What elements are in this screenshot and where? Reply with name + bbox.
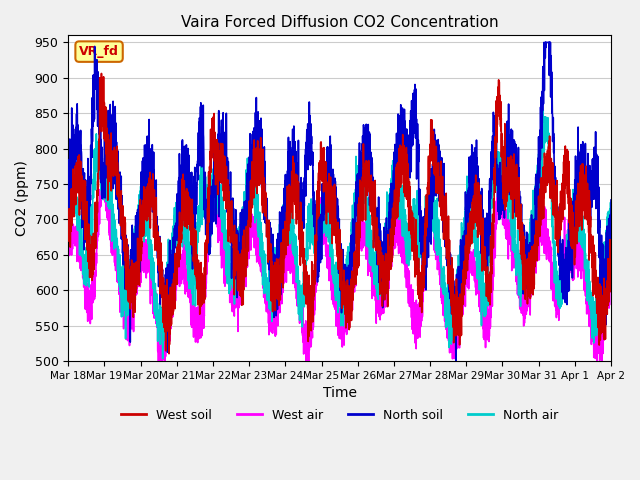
Y-axis label: CO2 (ppm): CO2 (ppm) <box>15 160 29 236</box>
Title: Vaira Forced Diffusion CO2 Concentration: Vaira Forced Diffusion CO2 Concentration <box>181 15 499 30</box>
X-axis label: Time: Time <box>323 386 356 400</box>
Legend: West soil, West air, North soil, North air: West soil, West air, North soil, North a… <box>116 404 563 427</box>
Text: VR_fd: VR_fd <box>79 45 119 58</box>
